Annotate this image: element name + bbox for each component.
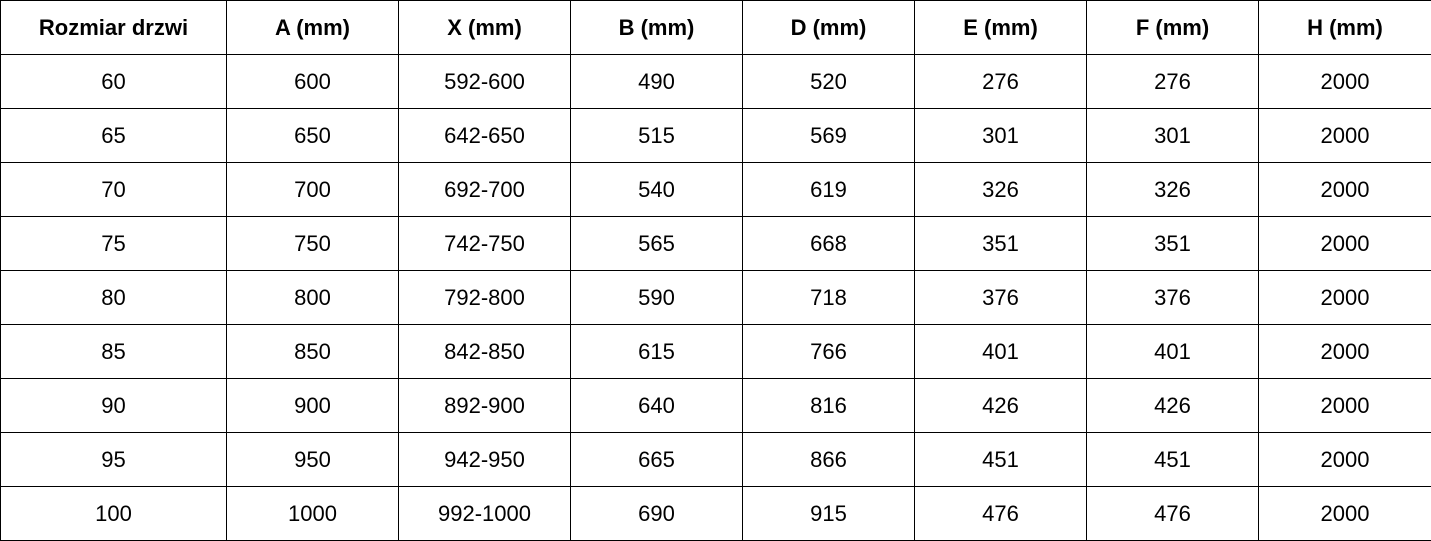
- table-cell: 515: [570, 108, 743, 163]
- table-cell: 426: [1086, 378, 1259, 433]
- table-cell: 351: [914, 216, 1087, 271]
- table-cell: 2000: [1258, 54, 1431, 109]
- table-cell: 668: [742, 216, 915, 271]
- table-cell: 900: [226, 378, 399, 433]
- table-cell: 750: [226, 216, 399, 271]
- table-cell: 718: [742, 270, 915, 325]
- table-cell: 766: [742, 324, 915, 379]
- table-cell: 301: [914, 108, 1087, 163]
- table-cell: 2000: [1258, 108, 1431, 163]
- table-cell: 665: [570, 432, 743, 487]
- table-cell: 915: [742, 486, 915, 541]
- table-cell: 451: [1086, 432, 1259, 487]
- table-row: 70 700 692-700 540 619 326 326 2000: [0, 162, 1431, 217]
- table-cell: 401: [1086, 324, 1259, 379]
- table-cell: 376: [914, 270, 1087, 325]
- table-cell: 866: [742, 432, 915, 487]
- table-row: 80 800 792-800 590 718 376 376 2000: [0, 270, 1431, 325]
- header-cell: Rozmiar drzwi: [0, 0, 227, 55]
- table-cell: 476: [914, 486, 1087, 541]
- table-cell: 2000: [1258, 270, 1431, 325]
- table-cell: 2000: [1258, 378, 1431, 433]
- header-cell: A (mm): [226, 0, 399, 55]
- table-cell: 992-1000: [398, 486, 571, 541]
- table-cell: 942-950: [398, 432, 571, 487]
- table-cell: 376: [1086, 270, 1259, 325]
- table-cell: 2000: [1258, 432, 1431, 487]
- table-row: 100 1000 992-1000 690 915 476 476 2000: [0, 486, 1431, 541]
- table-row: 90 900 892-900 640 816 426 426 2000: [0, 378, 1431, 433]
- table-cell: 2000: [1258, 162, 1431, 217]
- table-cell: 2000: [1258, 486, 1431, 541]
- table-cell: 640: [570, 378, 743, 433]
- table-cell: 842-850: [398, 324, 571, 379]
- header-cell: E (mm): [914, 0, 1087, 55]
- table-cell: 540: [570, 162, 743, 217]
- table-cell: 650: [226, 108, 399, 163]
- table-cell: 792-800: [398, 270, 571, 325]
- table-row: 85 850 842-850 615 766 401 401 2000: [0, 324, 1431, 379]
- table-cell: 65: [0, 108, 227, 163]
- table-row: 65 650 642-650 515 569 301 301 2000: [0, 108, 1431, 163]
- table-cell: 401: [914, 324, 1087, 379]
- table-cell: 70: [0, 162, 227, 217]
- table-cell: 490: [570, 54, 743, 109]
- header-cell: X (mm): [398, 0, 571, 55]
- table-cell: 451: [914, 432, 1087, 487]
- table-cell: 590: [570, 270, 743, 325]
- table-cell: 619: [742, 162, 915, 217]
- table-cell: 276: [1086, 54, 1259, 109]
- table-cell: 569: [742, 108, 915, 163]
- table-cell: 850: [226, 324, 399, 379]
- table-cell: 615: [570, 324, 743, 379]
- table-row: 75 750 742-750 565 668 351 351 2000: [0, 216, 1431, 271]
- table-cell: 950: [226, 432, 399, 487]
- table-cell: 600: [226, 54, 399, 109]
- table-cell: 700: [226, 162, 399, 217]
- table-cell: 80: [0, 270, 227, 325]
- table-cell: 565: [570, 216, 743, 271]
- header-cell: D (mm): [742, 0, 915, 55]
- table-cell: 326: [1086, 162, 1259, 217]
- table-cell: 476: [1086, 486, 1259, 541]
- table-cell: 892-900: [398, 378, 571, 433]
- table-cell: 276: [914, 54, 1087, 109]
- table-cell: 301: [1086, 108, 1259, 163]
- table-body: 60 600 592-600 490 520 276 276 2000 65 650 642-650…: [0, 54, 1431, 541]
- table-cell: 2000: [1258, 324, 1431, 379]
- table-cell: 592-600: [398, 54, 571, 109]
- header-cell: B (mm): [570, 0, 743, 55]
- table-cell: 351: [1086, 216, 1259, 271]
- table-row: 95 950 942-950 665 866 451 451 2000: [0, 432, 1431, 487]
- table-cell: 520: [742, 54, 915, 109]
- table-cell: 100: [0, 486, 227, 541]
- table-cell: 2000: [1258, 216, 1431, 271]
- table-cell: 326: [914, 162, 1087, 217]
- header-cell: F (mm): [1086, 0, 1259, 55]
- table-cell: 742-750: [398, 216, 571, 271]
- table-cell: 816: [742, 378, 915, 433]
- table-cell: 642-650: [398, 108, 571, 163]
- table-cell: 90: [0, 378, 227, 433]
- table-cell: 60: [0, 54, 227, 109]
- table-cell: 690: [570, 486, 743, 541]
- table-cell: 426: [914, 378, 1087, 433]
- table-row: 60 600 592-600 490 520 276 276 2000: [0, 54, 1431, 109]
- header-cell: H (mm): [1258, 0, 1431, 55]
- header-row: Rozmiar drzwi A (mm) X (mm) B (mm) D (mm) E (…: [0, 0, 1431, 55]
- table-cell: 85: [0, 324, 227, 379]
- table-cell: 75: [0, 216, 227, 271]
- table-cell: 95: [0, 432, 227, 487]
- table-cell: 800: [226, 270, 399, 325]
- table-cell: 1000: [226, 486, 399, 541]
- table-cell: 692-700: [398, 162, 571, 217]
